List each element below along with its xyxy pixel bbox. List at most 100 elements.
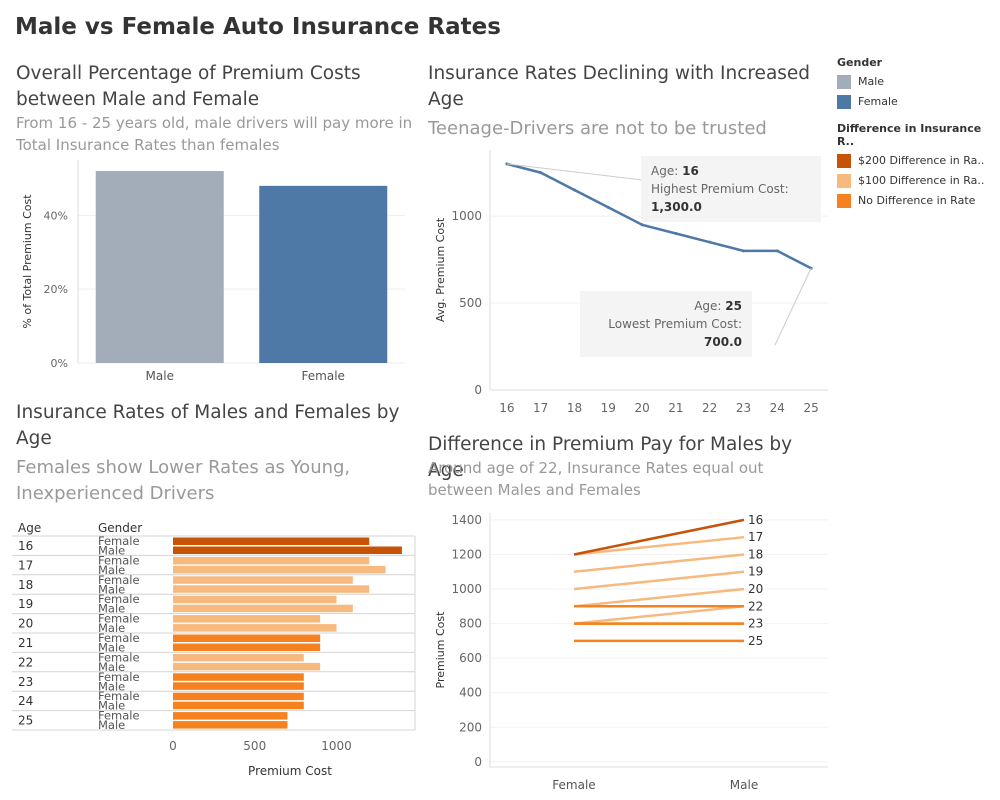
byage-age-label: 19: [18, 597, 33, 611]
legend-swatch-nodiff: [837, 194, 851, 208]
byage-xlabel: Premium Cost: [248, 764, 332, 778]
overall-xtick-label: Female: [302, 369, 345, 383]
tooltip-low-cost-label: Lowest Premium Cost:: [590, 315, 742, 333]
byage-bar-male: [173, 644, 320, 652]
declining-xtick-label: 21: [668, 401, 683, 415]
difference-ytick-label: 1400: [451, 513, 482, 527]
difference-end-label: 22: [748, 599, 763, 613]
byage-bar-female: [173, 673, 304, 681]
declining-xtick-label: 20: [634, 401, 649, 415]
byage-bar-male: [173, 624, 337, 632]
byage-bar-male: [173, 721, 287, 729]
difference-line-age-19: [574, 572, 744, 589]
legend-label-male: Male: [858, 75, 884, 89]
difference-end-label: 19: [748, 565, 763, 579]
declining-point: [776, 249, 779, 252]
byage-title: Insurance Rates of Males and Females by …: [16, 400, 416, 452]
overall-ytick-label: 20%: [44, 283, 68, 296]
difference-end-label: 17: [748, 530, 763, 544]
declining-xtick-label: 22: [702, 401, 717, 415]
difference-ytick-label: 0: [474, 755, 482, 769]
difference-end-label: 23: [748, 617, 763, 631]
byage-bar-female: [173, 596, 337, 604]
difference-xtick-label: Female: [552, 778, 595, 792]
overall-ytick-label: 40%: [44, 209, 68, 222]
byage-xtick-label: 1000: [321, 739, 352, 753]
difference-end-label: 18: [748, 547, 763, 561]
byage-bar-female: [173, 635, 320, 643]
tooltip-low-leader: [775, 268, 811, 345]
declining-point: [708, 241, 711, 244]
byage-bar-female: [173, 693, 304, 701]
difference-line-age-18: [574, 554, 744, 571]
byage-age-label: 17: [18, 558, 33, 572]
difference-end-label: 16: [748, 513, 763, 527]
difference-line-age-20: [574, 589, 744, 606]
legend-item-diff100[interactable]: $100 Difference in Ra..: [837, 171, 989, 191]
tooltip-low-age: 25: [725, 299, 742, 313]
declining-xtick-label: 24: [770, 401, 785, 415]
overall-bar-male: [96, 171, 224, 363]
byage-bar-male: [173, 547, 402, 555]
tooltip-high-cost-label: Highest Premium Cost:: [651, 180, 811, 198]
byage-subtitle: Females show Lower Rates as Young, Inexp…: [16, 455, 416, 507]
difference-line-age-16: [574, 520, 744, 555]
declining-subtitle: Teenage-Drivers are not to be trusted: [428, 116, 828, 142]
difference-end-label: 20: [748, 582, 763, 596]
difference-xtick-label: Male: [730, 778, 758, 792]
legend-item-male[interactable]: Male: [837, 72, 989, 92]
byage-age-label: 23: [18, 675, 33, 689]
difference-ytick-label: 200: [459, 720, 482, 734]
legend-swatch-female: [837, 95, 851, 109]
declining-xtick-label: 18: [567, 401, 582, 415]
declining-xtick-label: 19: [601, 401, 616, 415]
difference-end-label: 25: [748, 634, 763, 648]
declining-xtick-label: 25: [803, 401, 818, 415]
overall-bar-female: [259, 186, 387, 363]
declining-point: [742, 249, 745, 252]
legend-label-nodiff: No Difference in Rate: [858, 194, 975, 208]
byage-age-label: 22: [18, 655, 33, 669]
declining-point: [674, 232, 677, 235]
tooltip-low-cost: 700.0: [704, 335, 742, 349]
byage-age-label: 20: [18, 617, 33, 631]
byage-bar-female: [173, 615, 320, 623]
declining-point: [641, 223, 644, 226]
declining-ytick-label: 0: [474, 383, 482, 397]
difference-ytick-label: 400: [459, 686, 482, 700]
difference-ytick-label: 1200: [451, 547, 482, 561]
legend-item-nodiff[interactable]: No Difference in Rate: [837, 191, 989, 211]
tooltip-high-age: 16: [682, 164, 699, 178]
legend-diff-title: Difference in Insurance R..: [837, 122, 1000, 148]
byage-bar-male: [173, 682, 304, 690]
difference-subtitle: Around age of 22, Insurance Rates equal …: [428, 457, 788, 501]
difference-ytick-label: 600: [459, 651, 482, 665]
declining-title: Insurance Rates Declining with Increased…: [428, 61, 828, 113]
legend-item-female[interactable]: Female: [837, 92, 989, 112]
overall-ylabel: % of Total Premium Cost: [21, 194, 34, 329]
tooltip-high-cost: 1,300.0: [651, 200, 702, 214]
overall-title: Overall Percentage of Premium Costs betw…: [16, 61, 406, 113]
legend-label-diff200: $200 Difference in Ra..: [858, 154, 984, 168]
byage-bar-male: [173, 663, 320, 671]
byage-age-label: 24: [18, 694, 33, 708]
difference-line-age-17: [574, 537, 744, 554]
byage-xtick-label: 0: [169, 739, 177, 753]
legend-gender-title: Gender: [837, 56, 1000, 69]
legend-item-diff200[interactable]: $200 Difference in Ra..: [837, 151, 989, 171]
overall-subtitle: From 16 - 25 years old, male drivers wil…: [16, 112, 416, 156]
byage-age-label: 18: [18, 578, 33, 592]
byage-bar-female: [173, 712, 287, 720]
overall-bar-chart: 0%20%40%% of Total Premium CostMale Femal…: [0, 160, 420, 390]
difference-ylabel: Premium Cost: [434, 611, 447, 689]
difference-line-age-22: [574, 606, 744, 623]
byage-xtick-label: 500: [243, 739, 266, 753]
tooltip-high-age-label: Age:: [651, 164, 678, 178]
declining-point: [607, 206, 610, 209]
legend-label-diff100: $100 Difference in Ra..: [858, 174, 984, 188]
byage-age-label: 16: [18, 539, 33, 553]
declining-xtick-label: 16: [499, 401, 514, 415]
tooltip-high-leader: [507, 164, 642, 180]
legend-swatch-male: [837, 75, 851, 89]
